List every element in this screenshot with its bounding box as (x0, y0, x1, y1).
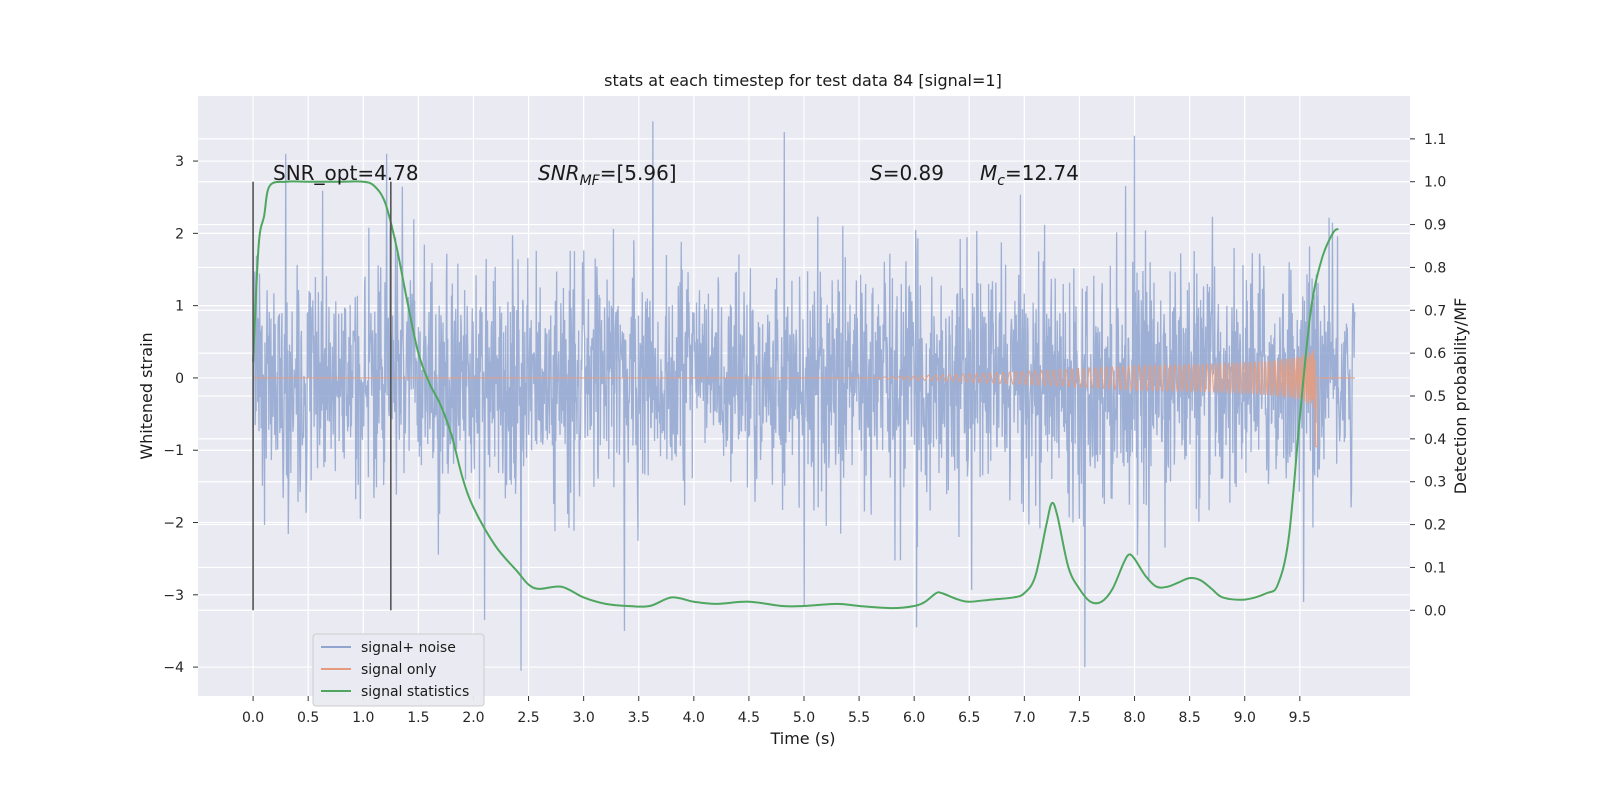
mc-sub: c (997, 173, 1005, 189)
x-tick-label-1: 0.5 (297, 710, 319, 726)
x-tick-label-11: 5.5 (848, 710, 870, 726)
x-tick-label-13: 6.5 (958, 710, 980, 726)
legend-label-signal: signal only (361, 662, 436, 678)
annotation-snr-mf: SNRMF=[5.96] (538, 161, 677, 189)
x-tick-label-7: 3.5 (628, 710, 650, 726)
y-right-axis-label: Detection probability/MF (1451, 298, 1470, 495)
y-right-tick-label-11: 1.1 (1424, 132, 1446, 148)
s-label: S (870, 161, 883, 185)
signal-plus-noise-series (252, 121, 1356, 671)
legend-label-noise: signal+ noise (361, 640, 456, 656)
x-tick-label-15: 7.5 (1068, 710, 1090, 726)
x-tick-label-12: 6.0 (903, 710, 925, 726)
snr-mf-sub: MF (580, 173, 601, 189)
x-tick-label-17: 8.5 (1179, 710, 1201, 726)
mc-label: M (980, 161, 997, 185)
x-axis-label: Time (s) (769, 729, 835, 748)
y-right-tick-label-6: 0.6 (1424, 346, 1446, 362)
y-tick-label-2: −2 (163, 516, 184, 532)
y-right-tick-label-1: 0.1 (1424, 560, 1446, 576)
x-tick-label-5: 2.5 (517, 710, 539, 726)
y-right-tick-label-8: 0.8 (1424, 260, 1446, 276)
x-tick-label-3: 1.5 (407, 710, 429, 726)
legend-box (312, 633, 485, 707)
y-right-tick-label-4: 0.4 (1424, 432, 1446, 448)
s-value: =0.89 (883, 161, 944, 185)
y-right-tick-label-2: 0.2 (1424, 518, 1446, 534)
x-tick-labels: 0.0 0.5 1.0 1.5 2.0 2.5 3.0 3.5 4.0 4.5 5.0 5.5 6.0 6… (242, 696, 1311, 726)
y-tick-label-6: 2 (175, 226, 184, 242)
y-right-tick-label-0: 0.0 (1424, 603, 1446, 619)
x-tick-label-6: 3.0 (573, 710, 595, 726)
x-tick-label-8: 4.0 (683, 710, 705, 726)
y-tick-label-1: −3 (163, 588, 184, 604)
annotation-mc: Mc=12.74 (980, 161, 1079, 189)
y-tick-label-4: 0 (175, 371, 184, 387)
y-right-tick-label-7: 0.7 (1424, 303, 1446, 319)
x-tick-label-4: 2.0 (462, 710, 484, 726)
x-tick-label-19: 9.5 (1289, 710, 1311, 726)
signal-line (253, 349, 1355, 448)
x-tick-label-9: 4.5 (738, 710, 760, 726)
y-right-tick-label-5: 0.5 (1424, 389, 1446, 405)
x-tick-label-0: 0.0 (242, 710, 264, 726)
x-tick-label-2: 1.0 (352, 710, 374, 726)
legend-label-stat: signal statistics (361, 684, 469, 700)
signal-statistics-series (252, 180, 1339, 610)
y-right-tick-label-3: 0.3 (1424, 475, 1446, 491)
y-tick-label-5: 1 (175, 299, 184, 315)
vertical-marker-lines (252, 181, 392, 611)
x-tick-label-10: 5.0 (793, 710, 815, 726)
y-tick-labels: −4 −3 −2 −1 0 1 2 3 (163, 154, 198, 676)
x-tick-label-18: 9.0 (1234, 710, 1256, 726)
y-tick-label-0: −4 (163, 660, 184, 676)
y-tick-label-3: −1 (163, 443, 184, 459)
y-axis-label: Whitened strain (137, 332, 156, 459)
snr-mf-value: =[5.96] (600, 161, 677, 185)
y-right-tick-labels: 0.0 0.1 0.2 0.3 0.4 0.5 0.6 0.7 0.8 0.9 1.0 1.1 (1410, 132, 1446, 619)
mc-value: =12.74 (1005, 161, 1079, 185)
annotation-s: S=0.89 (870, 161, 944, 185)
signal-only-series (253, 349, 1355, 448)
y-tick-label-7: 3 (175, 154, 184, 170)
legend: signal+ noise signal only signal statist… (312, 633, 485, 707)
x-tick-label-14: 7.0 (1013, 710, 1035, 726)
noise-line (252, 121, 1356, 671)
y-right-tick-label-10: 1.0 (1424, 175, 1446, 191)
chart-title: stats at each timestep for test data 84 … (604, 71, 1002, 90)
snr-mf-base: SNR (538, 161, 580, 185)
annotation-snr-opt: SNR_opt=4.78 (273, 161, 419, 185)
statistics-line (252, 180, 1339, 610)
y-right-tick-label-9: 0.9 (1424, 218, 1446, 234)
x-tick-label-16: 8.0 (1123, 710, 1145, 726)
